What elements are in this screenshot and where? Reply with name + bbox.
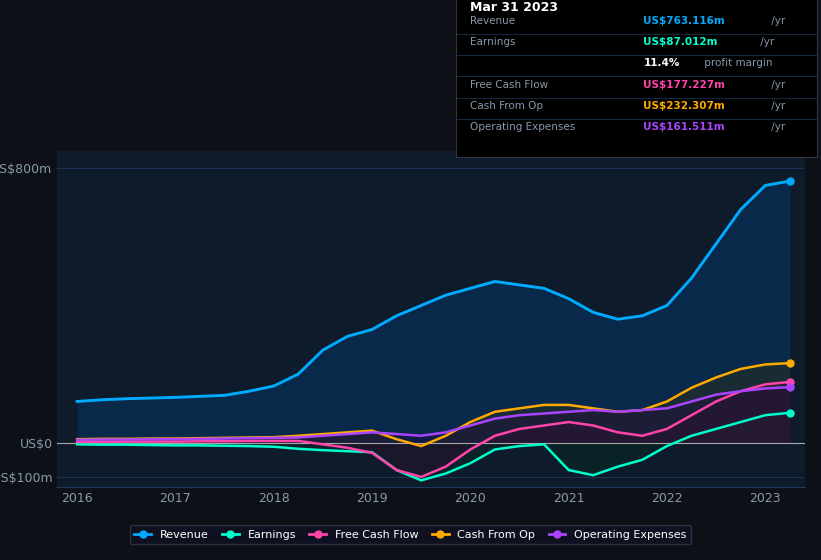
- Legend: Revenue, Earnings, Free Cash Flow, Cash From Op, Operating Expenses: Revenue, Earnings, Free Cash Flow, Cash …: [130, 525, 691, 544]
- Text: 11.4%: 11.4%: [644, 58, 680, 68]
- Text: US$177.227m: US$177.227m: [644, 80, 726, 90]
- Text: Earnings: Earnings: [470, 37, 516, 47]
- Text: US$161.511m: US$161.511m: [644, 122, 725, 132]
- Text: US$87.012m: US$87.012m: [644, 37, 718, 47]
- Text: profit margin: profit margin: [701, 58, 773, 68]
- Text: Operating Expenses: Operating Expenses: [470, 122, 576, 132]
- Text: /yr: /yr: [768, 122, 786, 132]
- Text: Cash From Op: Cash From Op: [470, 101, 544, 111]
- Text: /yr: /yr: [757, 37, 774, 47]
- Text: /yr: /yr: [768, 80, 786, 90]
- Text: /yr: /yr: [768, 101, 786, 111]
- Text: Free Cash Flow: Free Cash Flow: [470, 80, 548, 90]
- Text: /yr: /yr: [768, 16, 786, 26]
- Text: Mar 31 2023: Mar 31 2023: [470, 1, 558, 13]
- Text: US$232.307m: US$232.307m: [644, 101, 725, 111]
- Text: Revenue: Revenue: [470, 16, 516, 26]
- Text: US$763.116m: US$763.116m: [644, 16, 725, 26]
